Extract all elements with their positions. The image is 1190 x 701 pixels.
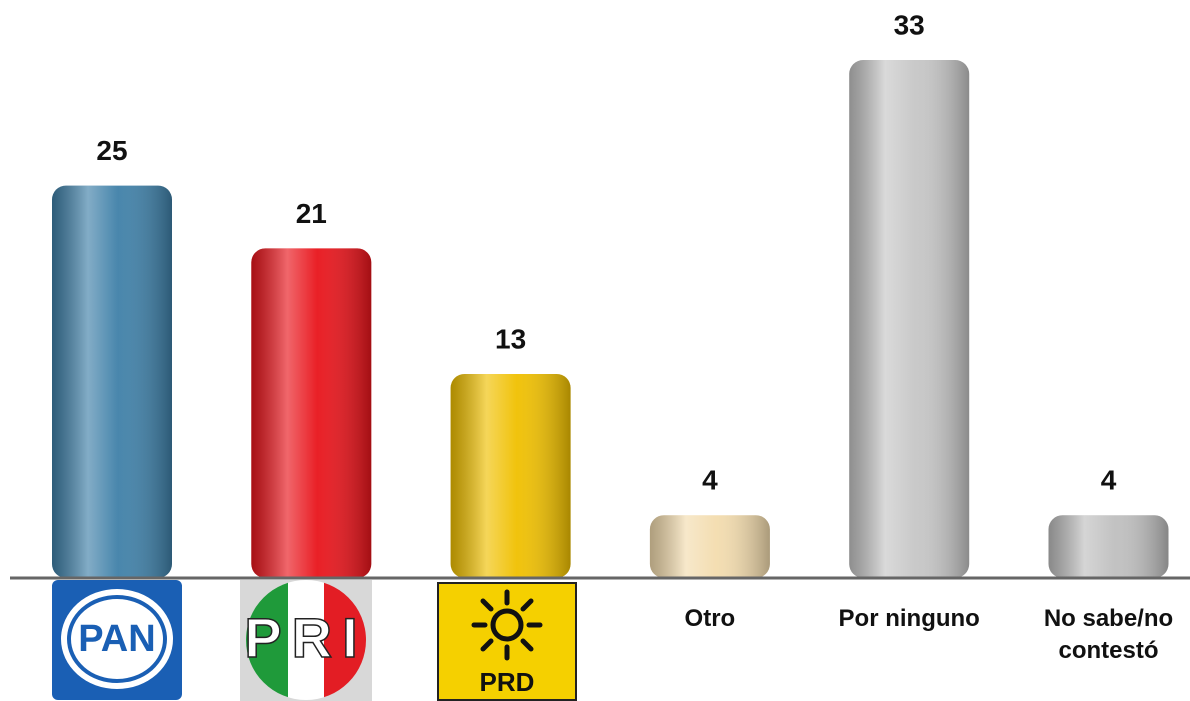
value-label: 33	[894, 9, 925, 40]
category-label: No sabe/no contestó	[1043, 605, 1174, 664]
bar-shine	[649, 515, 770, 578]
category-logo-text: PRI	[244, 606, 367, 669]
bar-shine	[1048, 515, 1169, 578]
value-label: 21	[296, 198, 327, 229]
prd-logo: PRD	[437, 582, 577, 701]
category-logo-text: PRD	[480, 667, 535, 697]
bar-shine	[450, 373, 571, 578]
pri-logo: PRI	[240, 580, 372, 701]
bars	[52, 60, 1169, 579]
category-label: Por ninguno	[838, 605, 980, 632]
bar-shine	[251, 248, 372, 578]
category-label: Otro	[684, 605, 736, 632]
value-label: 4	[702, 465, 718, 496]
bar-shine	[849, 60, 970, 578]
value-label: 13	[495, 323, 526, 354]
value-label: 25	[96, 135, 127, 166]
bar-shine	[52, 185, 172, 579]
value-label: 4	[1101, 465, 1117, 496]
pan-logo: PAN	[52, 580, 182, 700]
category-logo-text: PAN	[78, 618, 155, 660]
